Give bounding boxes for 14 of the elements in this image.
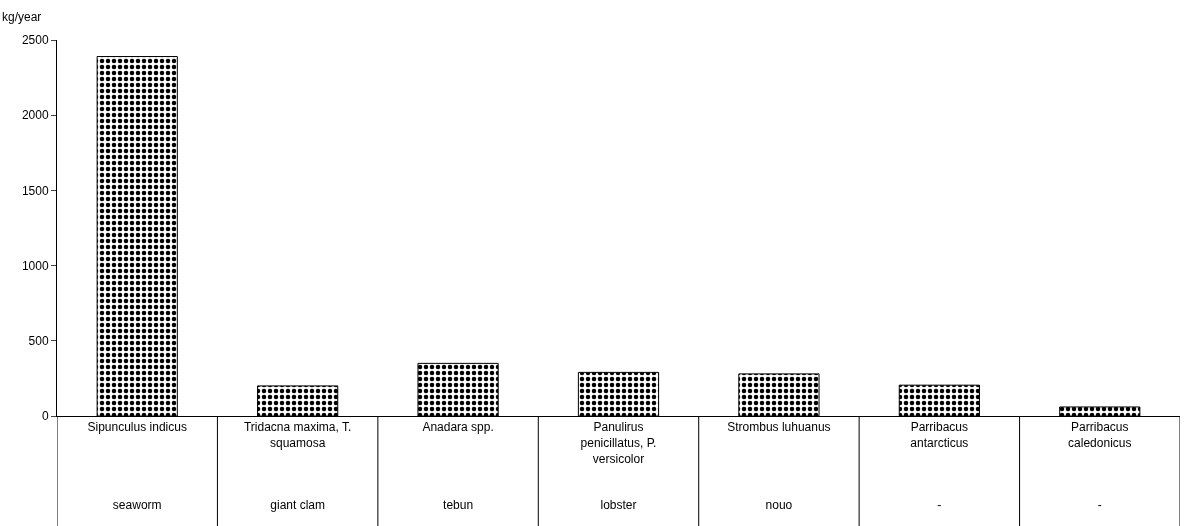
y-tick-label: 0 xyxy=(41,409,49,424)
category-label: Panulirus penicillatus, P. versicolor lobster xyxy=(580,420,657,513)
y-tick-label: 2000 xyxy=(21,108,49,123)
category-label: Tridacna maxima, T. squamosa giant clam xyxy=(243,420,352,513)
category-label: Strombus luhuanus nouo xyxy=(727,420,831,513)
category-label: Parribacus antarcticus - xyxy=(910,420,969,513)
y-tick-label: 500 xyxy=(28,334,49,348)
category-label: Parribacus caledonicus - xyxy=(1068,420,1132,513)
y-axis-title: kg/year xyxy=(2,10,42,24)
y-tick-label: 1000 xyxy=(21,258,49,273)
category-label: Sipunculus indicus seaworm xyxy=(87,420,187,513)
category-label: Anadara spp. tebun xyxy=(422,420,494,513)
y-tick-label: 2500 xyxy=(21,33,49,48)
y-tick-label: 1500 xyxy=(21,183,49,198)
